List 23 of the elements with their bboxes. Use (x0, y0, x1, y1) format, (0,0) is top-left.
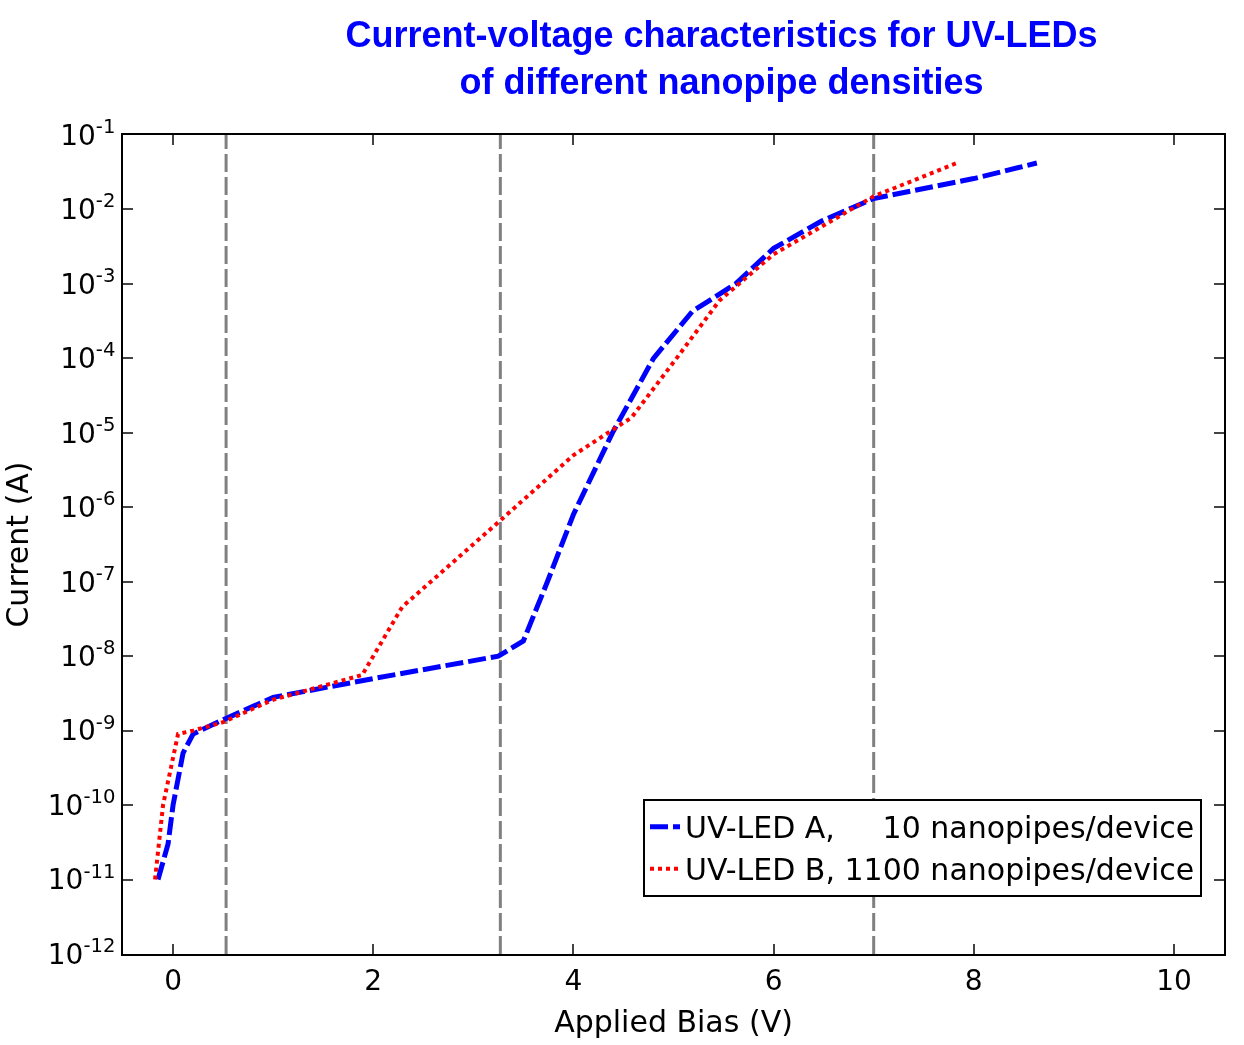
y-tick-label: 10$^{-5}$ (60, 412, 116, 450)
y-axis-title: Current (A) (0, 461, 35, 628)
x-axis-title: Applied Bias (V) (554, 1003, 793, 1039)
y-tick-label: 10$^{-9}$ (60, 710, 116, 748)
y-tick-label: 10$^{-7}$ (60, 561, 116, 599)
y-tick-label: 10$^{-10}$ (47, 785, 116, 822)
y-tick-label: 10$^{-3}$ (60, 263, 116, 301)
x-tick-label: 2 (364, 963, 383, 997)
x-tick-label: 4 (564, 963, 583, 997)
y-tick-label: 10$^{-1}$ (60, 115, 116, 152)
chart-title: Current-voltage characteristics for UV-LEDs of different nanopipe densities (345, 14, 1098, 102)
x-tick-label: 10 (1156, 963, 1192, 997)
y-tick-label: 10$^{-2}$ (60, 189, 116, 227)
legend-label: UV-LED B, 1100 nanopipes/device (684, 852, 1195, 888)
x-tick-label: 8 (964, 963, 983, 997)
legend-label: UV-LED A, 10 nanopipes/device (684, 810, 1195, 846)
y-tick-label: 10$^{-4}$ (60, 338, 116, 376)
y-tick-label: 10$^{-11}$ (47, 859, 116, 897)
x-tick-label: 0 (164, 963, 182, 997)
y-tick-label: 10$^{-12}$ (47, 934, 116, 971)
y-tick-label: 10$^{-8}$ (60, 636, 116, 673)
x-tick-label: 6 (764, 963, 783, 997)
y-tick-label: 10$^{-6}$ (60, 487, 116, 525)
